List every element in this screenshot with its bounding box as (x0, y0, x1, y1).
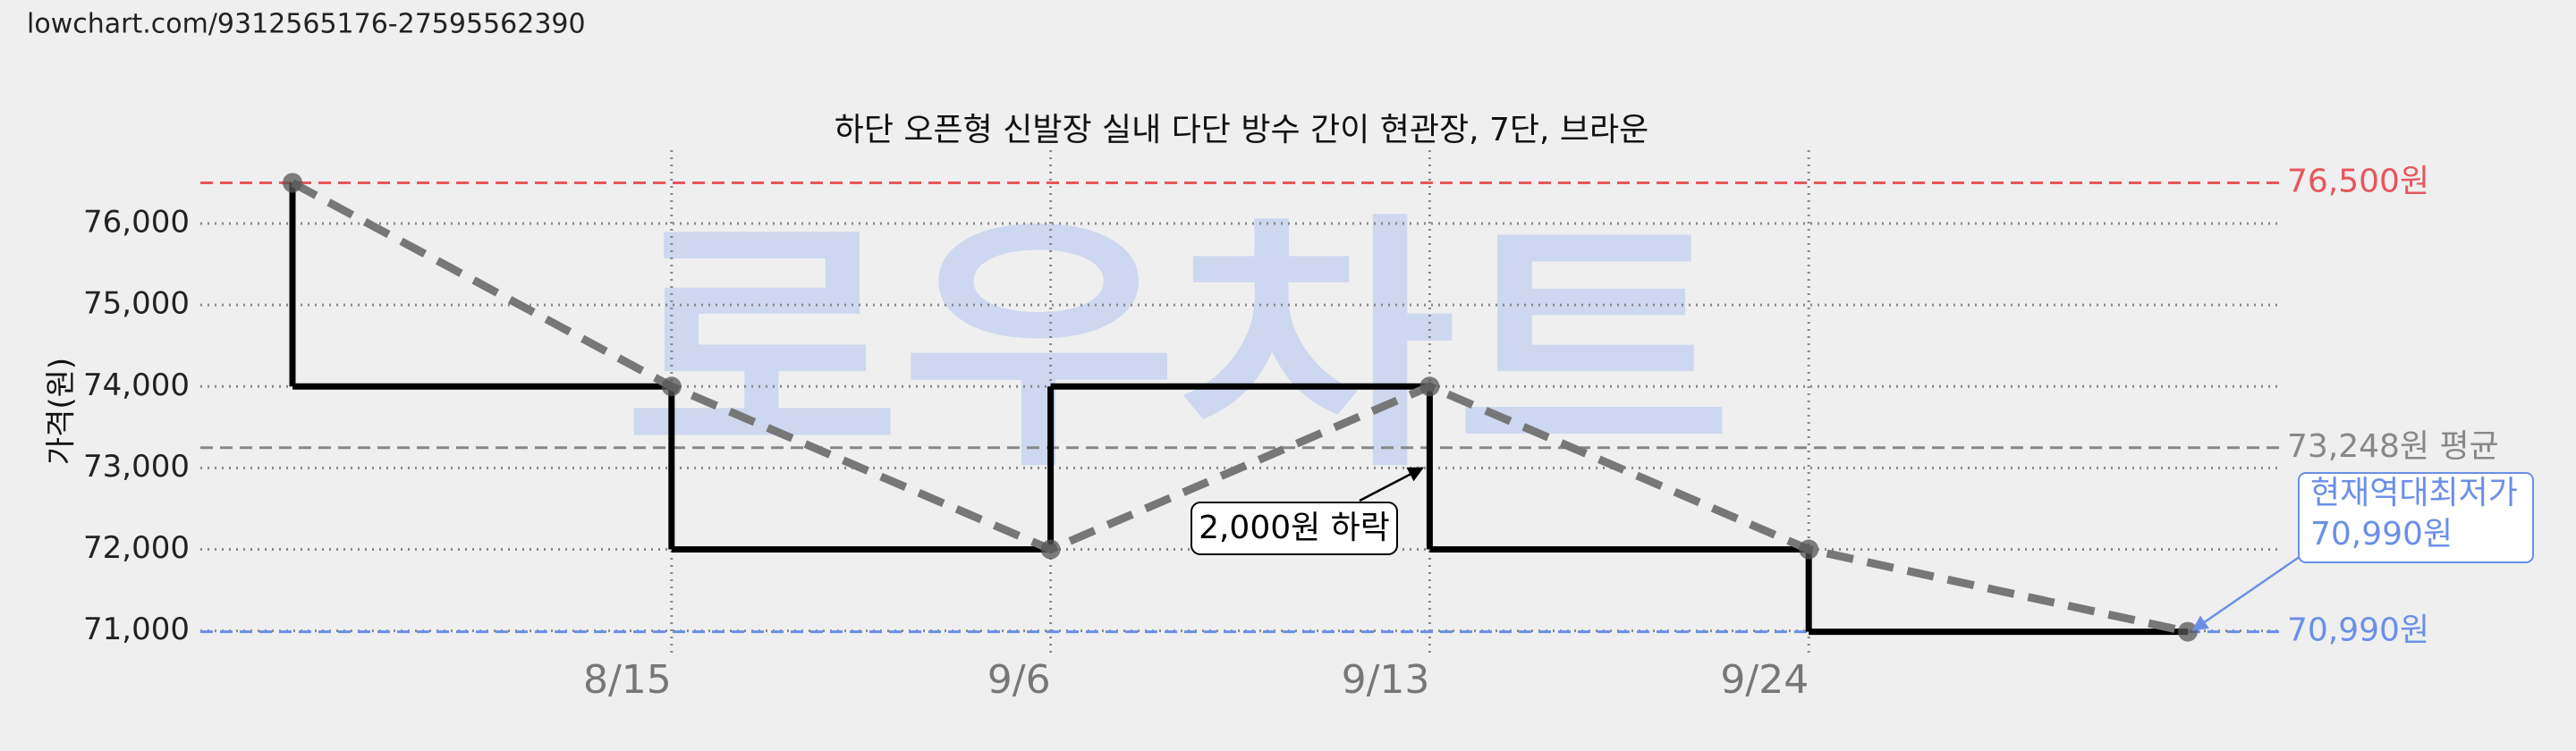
annotation-arrow (1359, 467, 1424, 502)
x-tick-label: 9/6 (987, 657, 1051, 703)
chart-title: 하단 오픈형 신발장 실내 다단 방수 간이 현관장, 7단, 브라운 (835, 112, 1649, 148)
y-axis-label: 가격(원) (44, 358, 80, 465)
x-tick-label: 9/24 (1720, 657, 1809, 703)
point (1799, 539, 1819, 560)
note-text: 70,990원 (2310, 516, 2453, 553)
y-tick-label: 74,000 (83, 367, 190, 403)
point (283, 173, 302, 193)
reference-label: 76,500원 (2287, 163, 2429, 199)
point (661, 376, 682, 397)
annotation-text: 2,000원 하락 (1199, 510, 1390, 546)
reference-label: 70,990원 (2287, 612, 2429, 649)
y-tick-label: 72,000 (83, 530, 190, 566)
note-box (2298, 472, 2534, 563)
y-tick-label: 76,000 (83, 205, 190, 240)
point (2178, 621, 2198, 642)
y-tick-label: 75,000 (83, 286, 190, 322)
x-tick-label: 8/15 (583, 657, 672, 703)
note-text: 현재역대최저가 (2310, 475, 2518, 511)
url: lowchart.com/9312565176-27595562390 (27, 9, 586, 40)
reference-label: 73,248원 평균 (2287, 428, 2499, 465)
annotation-box (1191, 502, 1398, 555)
note-arrow (2191, 554, 2301, 631)
x-tick-label: 9/13 (1342, 657, 1430, 703)
point (1040, 539, 1061, 560)
watermark: 로우차트 (623, 191, 1733, 503)
y-tick-label: 71,000 (83, 612, 190, 647)
y-tick-label: 73,000 (83, 449, 190, 485)
point (1419, 376, 1440, 397)
trend-line (290, 179, 2189, 636)
